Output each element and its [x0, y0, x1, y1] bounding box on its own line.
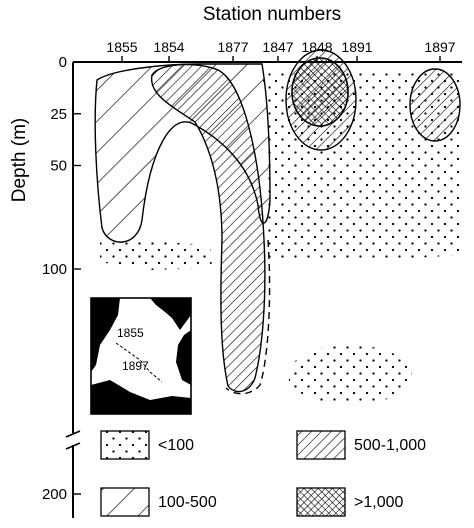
dotted-region-deep	[288, 345, 412, 405]
legend-label-100-500: 100-500	[158, 494, 217, 511]
dotted-region-left-bottom	[100, 238, 212, 270]
legend-label-500-1000: 500-1,000	[354, 437, 426, 454]
region-over-1000-core	[291, 57, 349, 127]
station-label-1897: 1897	[424, 39, 455, 55]
inset-map-landmass-right	[176, 330, 191, 385]
inset-map: 1855 1897	[90, 297, 192, 415]
inset-map-section-line	[115, 342, 163, 383]
legend-swatch-sparse-hatch	[100, 487, 150, 517]
depth-label-25: 25	[50, 106, 67, 123]
legend-item-500-1000: 500-1,000	[296, 430, 426, 460]
station-ticks: 1855 1854 1877 1847 1848 1891 1897	[106, 39, 456, 62]
depth-label-200: 200	[42, 486, 67, 503]
depth-label-50: 50	[50, 158, 67, 175]
inset-label-1897: 1897	[122, 359, 149, 373]
region-500-1000-main	[151, 63, 266, 393]
legend-swatch-cross-hatch	[296, 487, 346, 517]
y-axis	[65, 62, 81, 518]
station-label-1855: 1855	[106, 39, 137, 55]
legend-label-over-1000: >1,000	[354, 494, 403, 511]
legend-swatch-dense-hatch	[296, 430, 346, 460]
inset-map-landmass-top	[150, 298, 191, 330]
legend-item-under-100: <100	[100, 430, 194, 460]
inset-map-landmass-bottom	[91, 380, 191, 414]
y-axis-break-mark-2	[65, 442, 81, 450]
legend: <100 100-500 500-1,000 >1,000	[100, 430, 426, 517]
station-label-1847: 1847	[262, 39, 293, 55]
station-label-1877: 1877	[217, 39, 248, 55]
depth-label-0: 0	[59, 54, 67, 71]
station-label-1848: 1848	[301, 39, 332, 55]
legend-label-under-100: <100	[158, 437, 194, 454]
station-label-1854: 1854	[153, 39, 184, 55]
y-axis-break-mark-1	[65, 430, 81, 438]
legend-item-over-1000: >1,000	[296, 487, 403, 517]
x-axis-title: Station numbers	[203, 4, 341, 25]
region-500-1000-deep-dash	[225, 239, 271, 395]
legend-item-100-500: 100-500	[100, 487, 217, 517]
depth-label-100: 100	[42, 261, 67, 278]
station-label-1891: 1891	[341, 39, 372, 55]
y-axis-title: Depth (m)	[9, 118, 30, 202]
legend-swatch-dots	[100, 430, 150, 460]
inset-map-landmass-left	[91, 298, 120, 372]
inset-label-1855: 1855	[117, 326, 144, 340]
depth-ticks: 0 25 50 100 200	[42, 54, 81, 503]
region-500-1000-station-1897	[409, 68, 461, 142]
